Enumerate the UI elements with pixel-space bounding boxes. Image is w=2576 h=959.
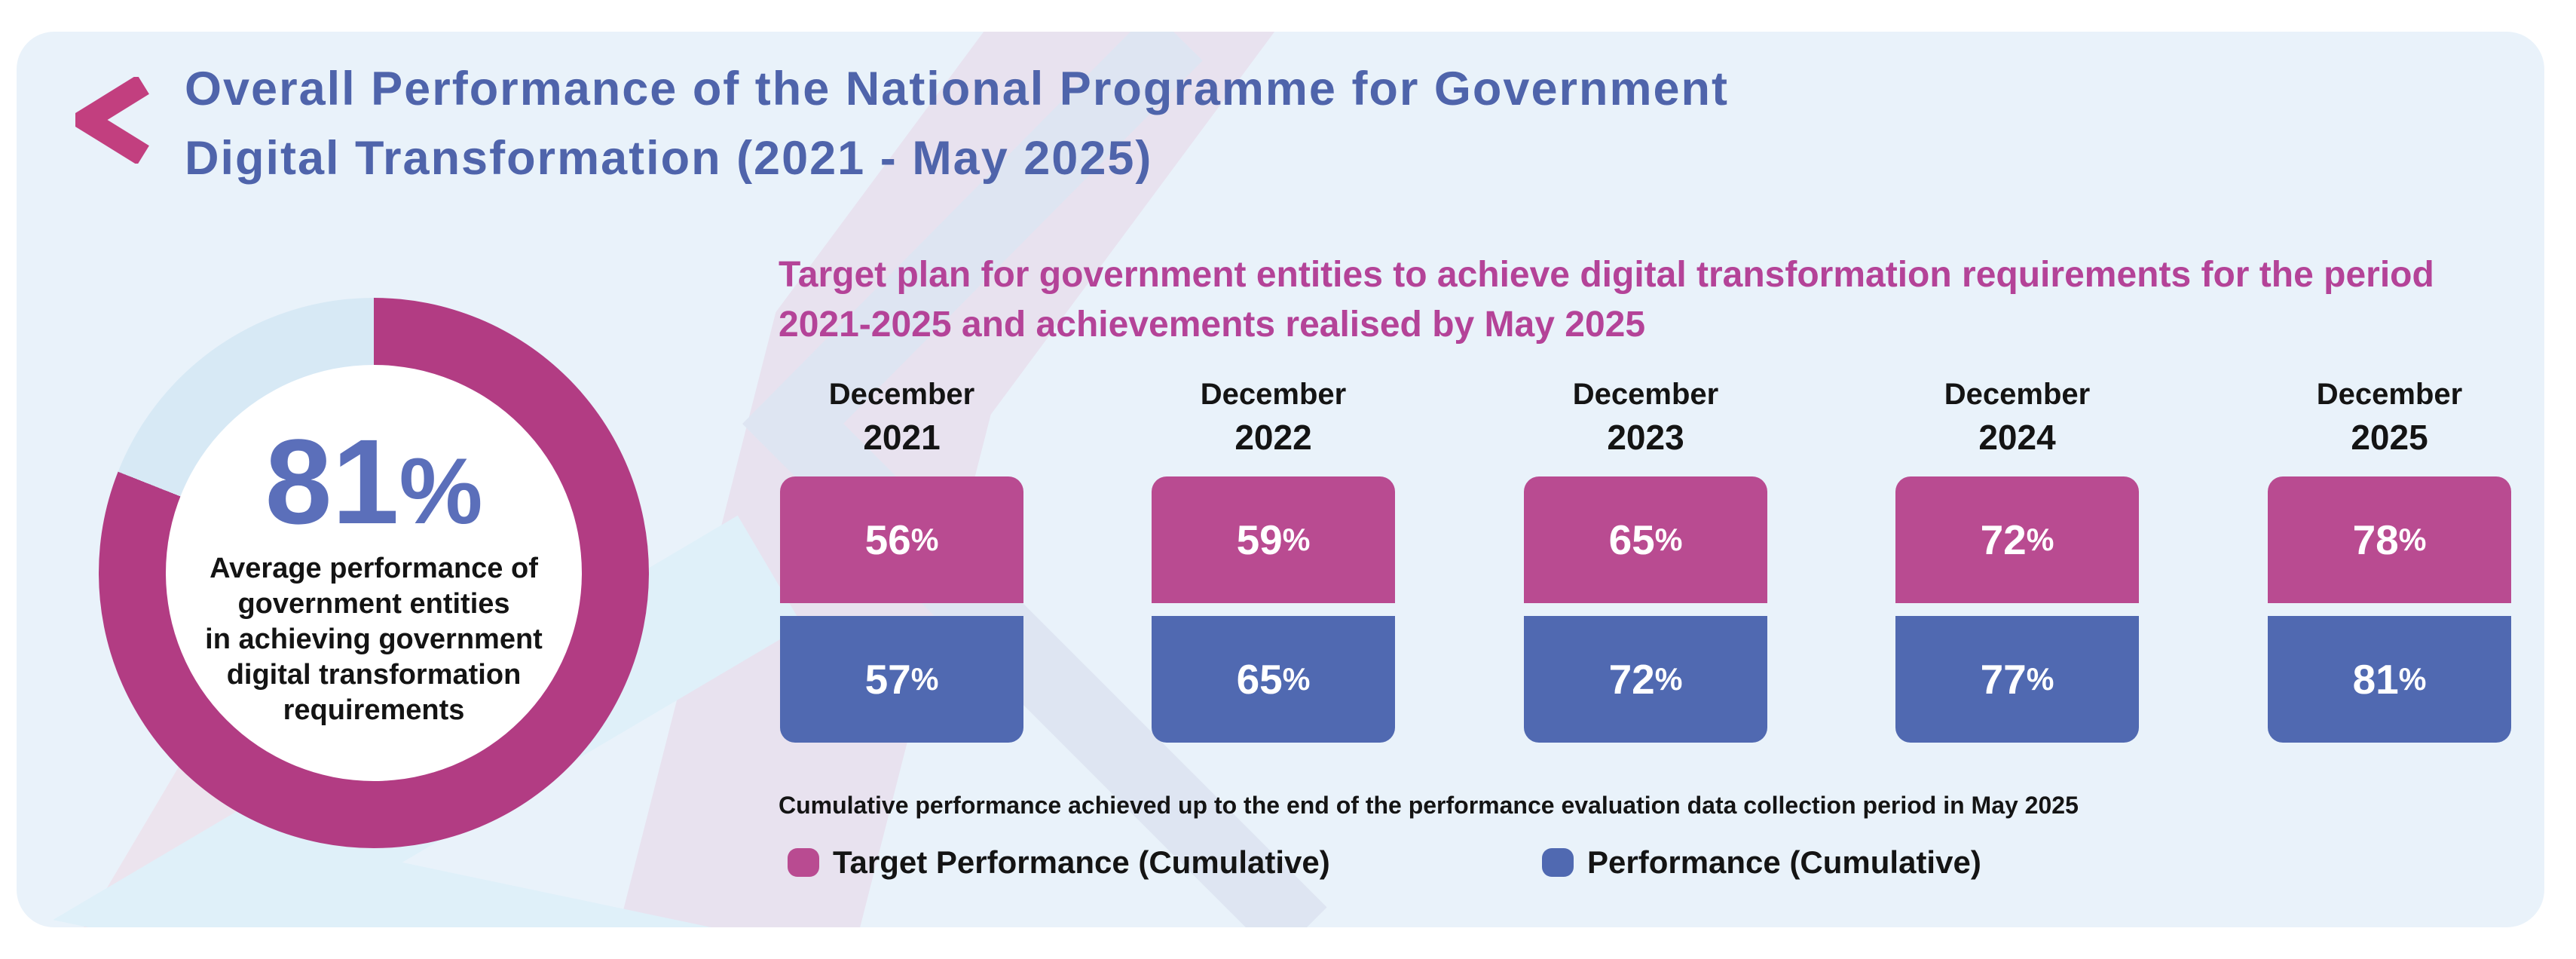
- percent-sign: %: [1654, 661, 1683, 697]
- performance-value: 77: [1980, 656, 2027, 703]
- performance-box: 57%: [780, 616, 1023, 743]
- target-value: 65: [1608, 516, 1655, 563]
- column-month-label: December: [2316, 378, 2463, 411]
- column-year-label: 2025: [2351, 418, 2428, 457]
- page-title-line1: Overall Performance of the National Prog…: [185, 63, 1730, 115]
- footnote: Cumulative performance achieved up to th…: [779, 792, 2079, 819]
- performance-box: 65%: [1152, 616, 1395, 743]
- legend-swatch-target: [788, 848, 819, 877]
- column-month-label: December: [1572, 378, 1719, 411]
- target-value: 72: [1980, 516, 2027, 563]
- performance-value: 81: [2352, 656, 2399, 703]
- percent-sign: %: [2398, 661, 2427, 697]
- performance-value: 72: [1608, 656, 1655, 703]
- percent-sign: %: [1654, 522, 1683, 557]
- target-value: 56: [864, 516, 911, 563]
- legend-label-target: Target Performance (Cumulative): [833, 844, 1330, 880]
- column-month-label: December: [828, 378, 975, 411]
- performance-value: 65: [1236, 656, 1283, 703]
- legend-item-performance: Performance (Cumulative): [1542, 844, 1981, 881]
- donut-caption-line: requirements: [283, 694, 465, 726]
- column-december-2021: December 2021 56% 57%: [780, 374, 1023, 743]
- legend-swatch-performance: [1542, 848, 1574, 877]
- donut-value-number: 81: [265, 413, 399, 549]
- percent-sign: %: [2026, 661, 2054, 697]
- target-performance-box: 65%: [1524, 476, 1767, 603]
- donut-caption-line: in achieving government: [205, 623, 543, 655]
- back-button[interactable]: [64, 75, 151, 165]
- target-performance-box: 72%: [1895, 476, 2139, 603]
- chevron-left-icon: [64, 75, 149, 165]
- donut-caption-line: digital transformation: [226, 658, 522, 691]
- chart-subtitle: Target plan for government entities to a…: [779, 250, 2535, 350]
- chart-subtitle-line2: 2021-2025 and achievements realised by M…: [779, 305, 1646, 345]
- percent-sign: %: [2026, 522, 2054, 557]
- page-title: Overall Performance of the National Prog…: [185, 54, 2144, 193]
- percent-sign: %: [1282, 522, 1311, 557]
- chart-subtitle-line1: Target plan for government entities to a…: [779, 255, 2434, 295]
- column-year-label: 2024: [1978, 418, 2056, 457]
- main-card: Overall Performance of the National Prog…: [17, 32, 2544, 927]
- percent-sign: %: [2398, 522, 2427, 557]
- target-performance-box: 59%: [1152, 476, 1395, 603]
- percent-sign: %: [1282, 661, 1311, 697]
- performance-value: 57: [864, 656, 911, 703]
- donut-caption: Average performance of government entiti…: [205, 551, 543, 728]
- legend-item-target: Target Performance (Cumulative): [788, 844, 1330, 881]
- column-year-label: 2021: [863, 418, 941, 457]
- donut-caption-line: Average performance of: [210, 552, 538, 584]
- target-performance-box: 56%: [780, 476, 1023, 603]
- page-title-line2: Digital Transformation (2021 - May 2025): [185, 132, 1153, 185]
- donut-chart: 81% Average performance of government en…: [99, 298, 649, 848]
- target-performance-box: 78%: [2268, 476, 2511, 603]
- target-value: 59: [1236, 516, 1283, 563]
- performance-box: 77%: [1895, 616, 2139, 743]
- donut-value-unit: %: [399, 438, 483, 544]
- column-month-label: December: [1944, 378, 2091, 411]
- performance-box: 72%: [1524, 616, 1767, 743]
- column-december-2024: December 2024 72% 77%: [1895, 374, 2139, 743]
- donut-center: 81% Average performance of government en…: [166, 365, 582, 781]
- column-month-label: December: [1200, 378, 1347, 411]
- percent-sign: %: [910, 522, 939, 557]
- donut-value: 81%: [265, 418, 483, 545]
- column-year-label: 2022: [1234, 418, 1312, 457]
- target-value: 78: [2352, 516, 2399, 563]
- column-december-2025: December 2025 78% 81%: [2268, 374, 2511, 743]
- donut-caption-line: government entities: [237, 587, 510, 620]
- performance-box: 81%: [2268, 616, 2511, 743]
- column-december-2022: December 2022 59% 65%: [1152, 374, 1395, 743]
- percent-sign: %: [910, 661, 939, 697]
- column-december-2023: December 2023 65% 72%: [1524, 374, 1767, 743]
- legend-label-performance: Performance (Cumulative): [1587, 844, 1981, 880]
- column-year-label: 2023: [1607, 418, 1684, 457]
